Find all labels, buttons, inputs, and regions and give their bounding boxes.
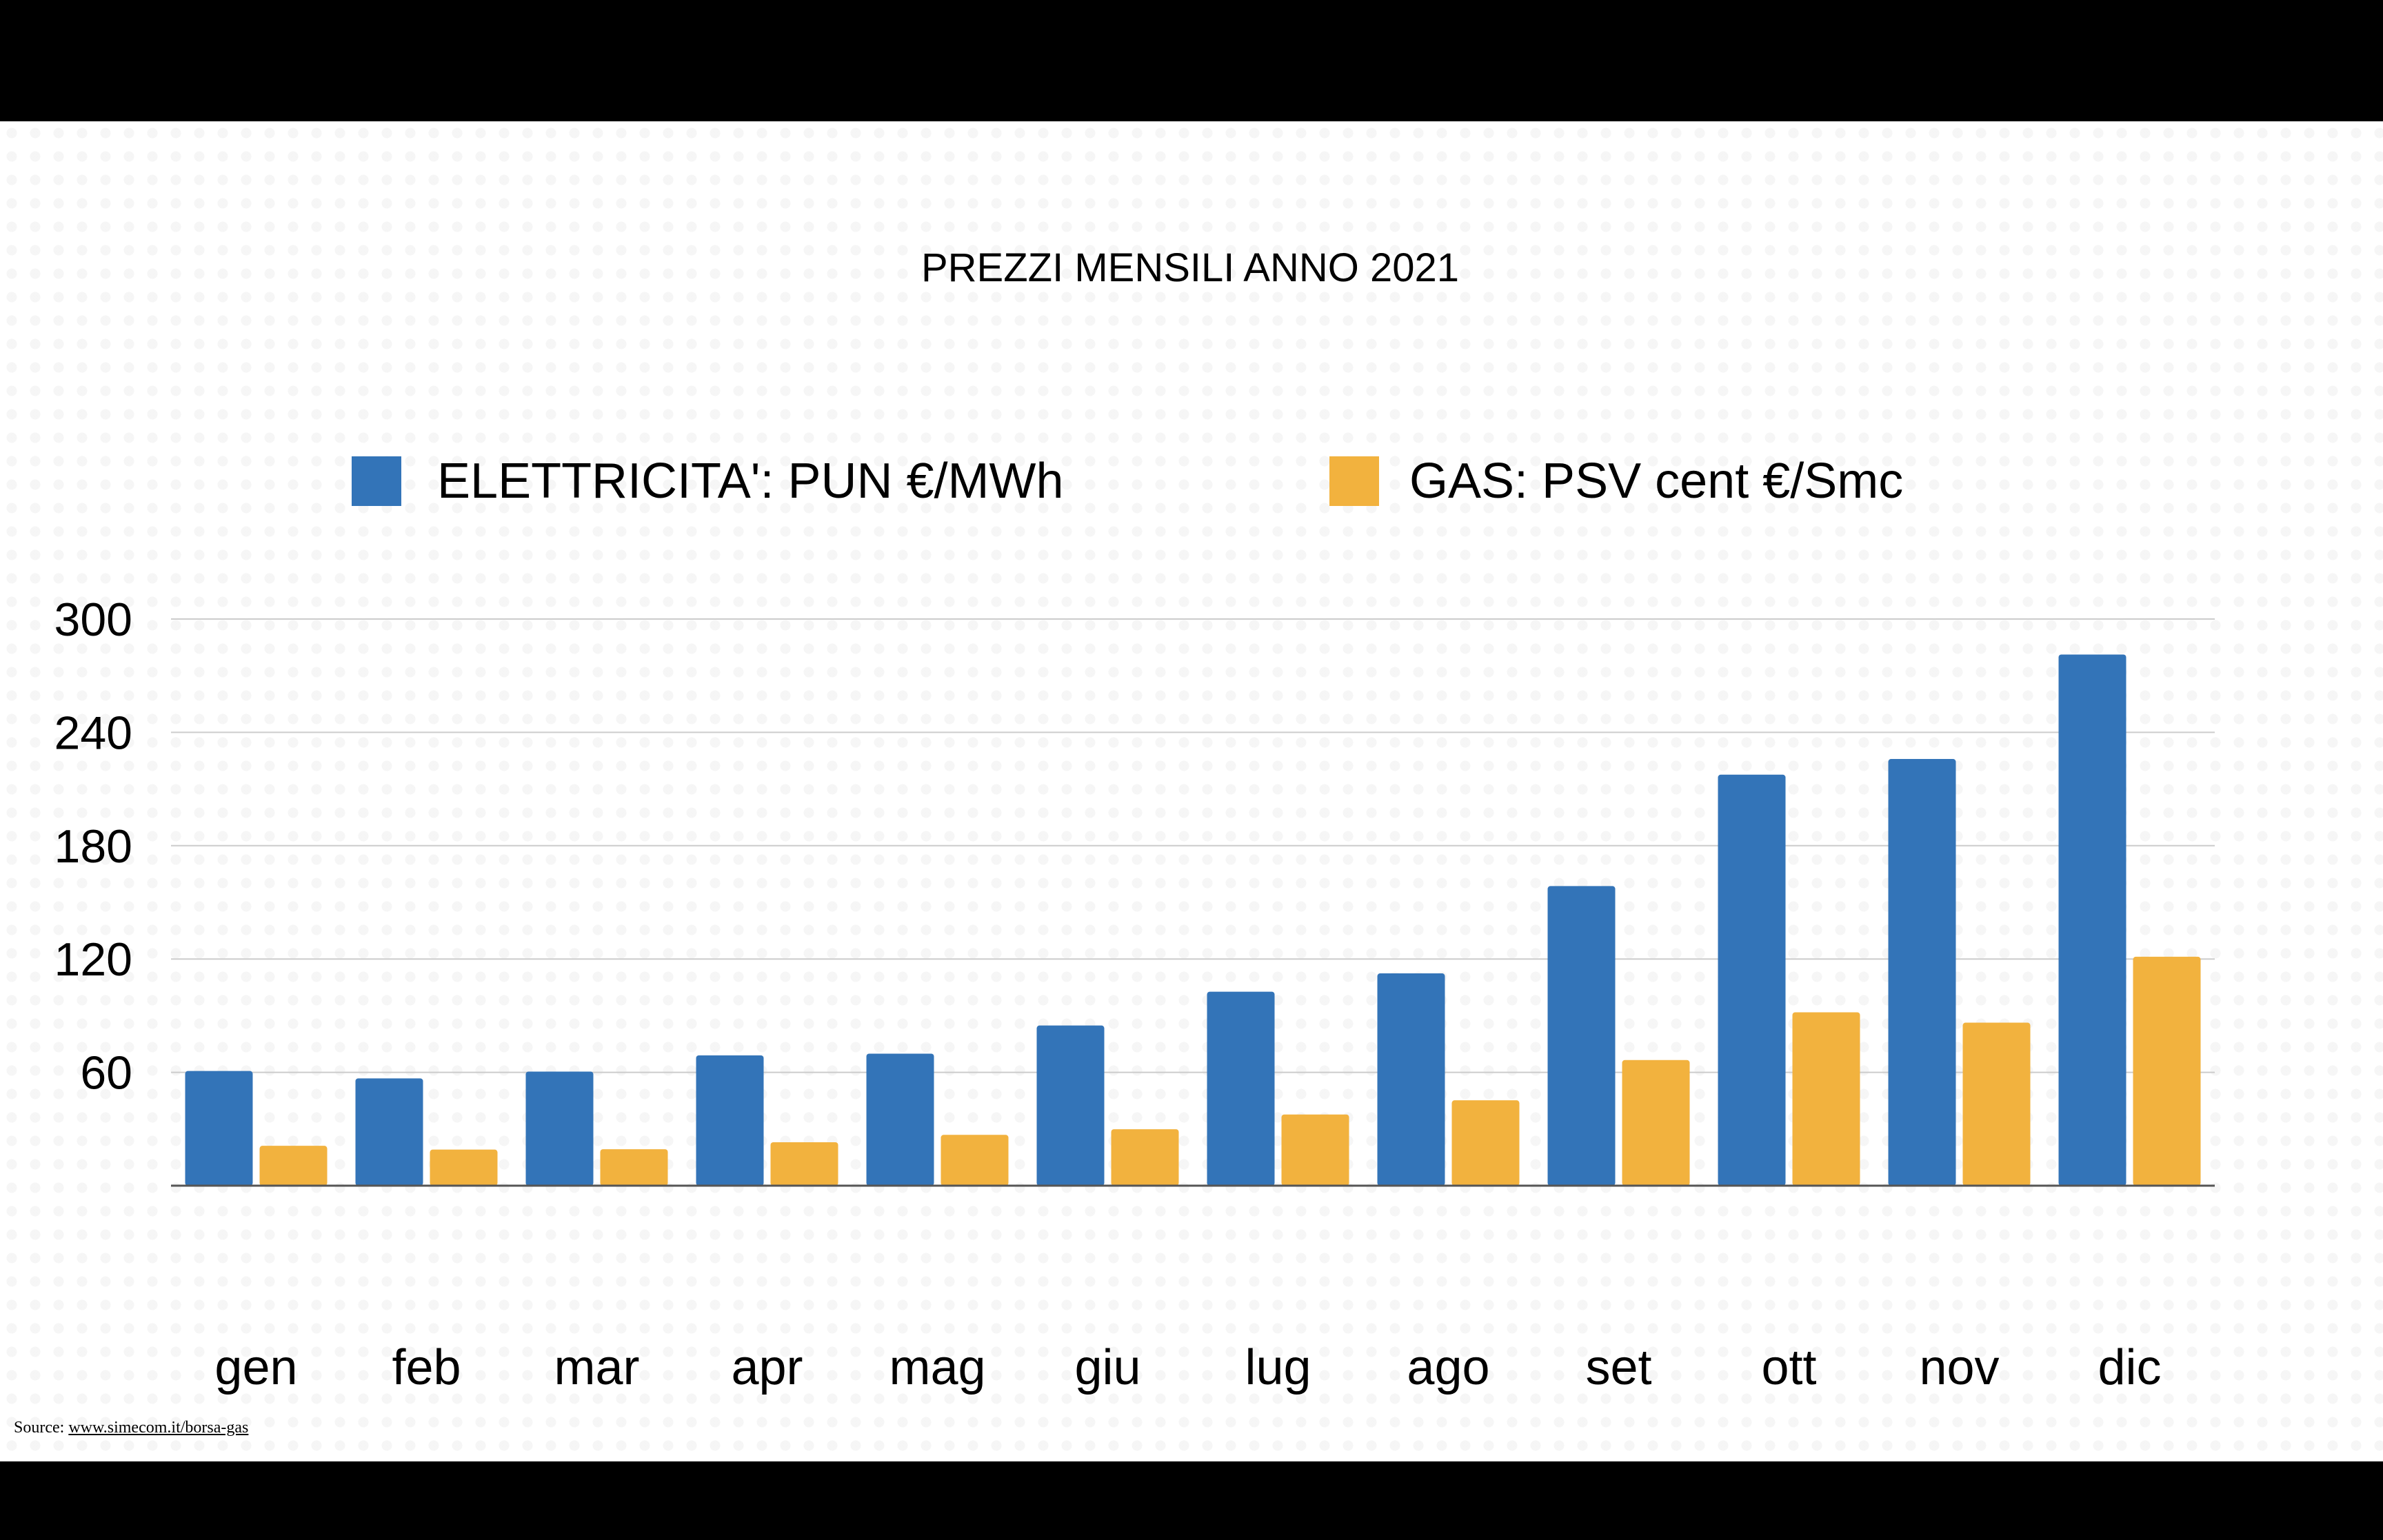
x-tick-label-ago: ago — [1407, 1340, 1489, 1395]
x-tick-label-giu: giu — [1074, 1340, 1140, 1395]
y-tick-label: 60 — [80, 1047, 132, 1100]
bar-chart: PREZZI MENSILI ANNO 2021 ELETTRICITA': P… — [54, 245, 2215, 1395]
bar-elettricita-feb — [355, 1078, 423, 1186]
bar-elettricita-mar — [525, 1071, 594, 1186]
bar-gas-ago — [1451, 1100, 1520, 1186]
bar-gas-feb — [430, 1149, 498, 1186]
y-tick-label: 300 — [54, 594, 132, 646]
bar-elettricita-ago — [1377, 973, 1445, 1186]
bar-gas-gen — [259, 1146, 328, 1186]
bar-elettricita-giu — [1036, 1025, 1105, 1186]
bar-gas-dic — [2133, 956, 2201, 1186]
gridlines — [171, 618, 2215, 1073]
bar-gas-nov — [1962, 1022, 2031, 1186]
bar-gas-apr — [770, 1142, 838, 1186]
chart-title: PREZZI MENSILI ANNO 2021 — [921, 245, 1459, 290]
bars — [185, 654, 2201, 1186]
bar-elettricita-ott — [1718, 774, 1786, 1186]
y-tick-label: 240 — [54, 707, 132, 759]
source-label: Source: — [14, 1419, 65, 1437]
source-link[interactable]: www.simecom.it/borsa-gas — [68, 1419, 249, 1437]
source-note: Source: www.simecom.it/borsa-gas — [14, 1419, 248, 1437]
bar-elettricita-apr — [696, 1055, 764, 1186]
bar-elettricita-dic — [2058, 654, 2126, 1186]
x-tick-label-feb: feb — [392, 1340, 461, 1395]
bar-elettricita-mag — [866, 1053, 934, 1186]
y-axis-tick-labels: 60 120 180 240 300 — [54, 594, 132, 1100]
x-tick-label-dic: dic — [2098, 1340, 2161, 1395]
bar-elettricita-set — [1547, 886, 1616, 1186]
slide: PREZZI MENSILI ANNO 2021 ELETTRICITA': P… — [0, 121, 2383, 1461]
bar-gas-giu — [1111, 1129, 1179, 1186]
legend-swatch-elettricita — [352, 456, 401, 506]
bar-gas-mag — [941, 1135, 1009, 1186]
bar-elettricita-nov — [1888, 759, 1956, 1186]
x-axis-tick-labels: gen feb mar apr mag giu lug ago set ott nov dic — [214, 1340, 2161, 1395]
x-tick-label-apr: apr — [731, 1340, 803, 1395]
legend: ELETTRICITA': PUN €/MWh GAS: PSV cent €/… — [352, 454, 1903, 509]
bar-gas-mar — [600, 1149, 668, 1186]
x-tick-label-set: set — [1585, 1340, 1651, 1395]
bar-gas-lug — [1281, 1114, 1349, 1186]
legend-label-elettricita: ELETTRICITA': PUN €/MWh — [437, 454, 1064, 509]
bar-elettricita-gen — [185, 1071, 253, 1186]
y-tick-label: 180 — [54, 820, 132, 873]
bar-gas-ott — [1792, 1012, 1860, 1186]
x-tick-label-mag: mag — [889, 1340, 985, 1395]
bar-gas-set — [1622, 1060, 1690, 1186]
x-tick-label-mar: mar — [554, 1340, 640, 1395]
x-tick-label-gen: gen — [214, 1340, 297, 1395]
x-tick-label-nov: nov — [1919, 1340, 1999, 1395]
legend-label-gas: GAS: PSV cent €/Smc — [1409, 454, 1903, 509]
y-tick-label: 120 — [54, 933, 132, 986]
x-tick-label-ott: ott — [1761, 1340, 1816, 1395]
legend-swatch-gas — [1329, 456, 1379, 506]
x-tick-label-lug: lug — [1245, 1340, 1311, 1395]
bar-elettricita-lug — [1207, 991, 1275, 1186]
